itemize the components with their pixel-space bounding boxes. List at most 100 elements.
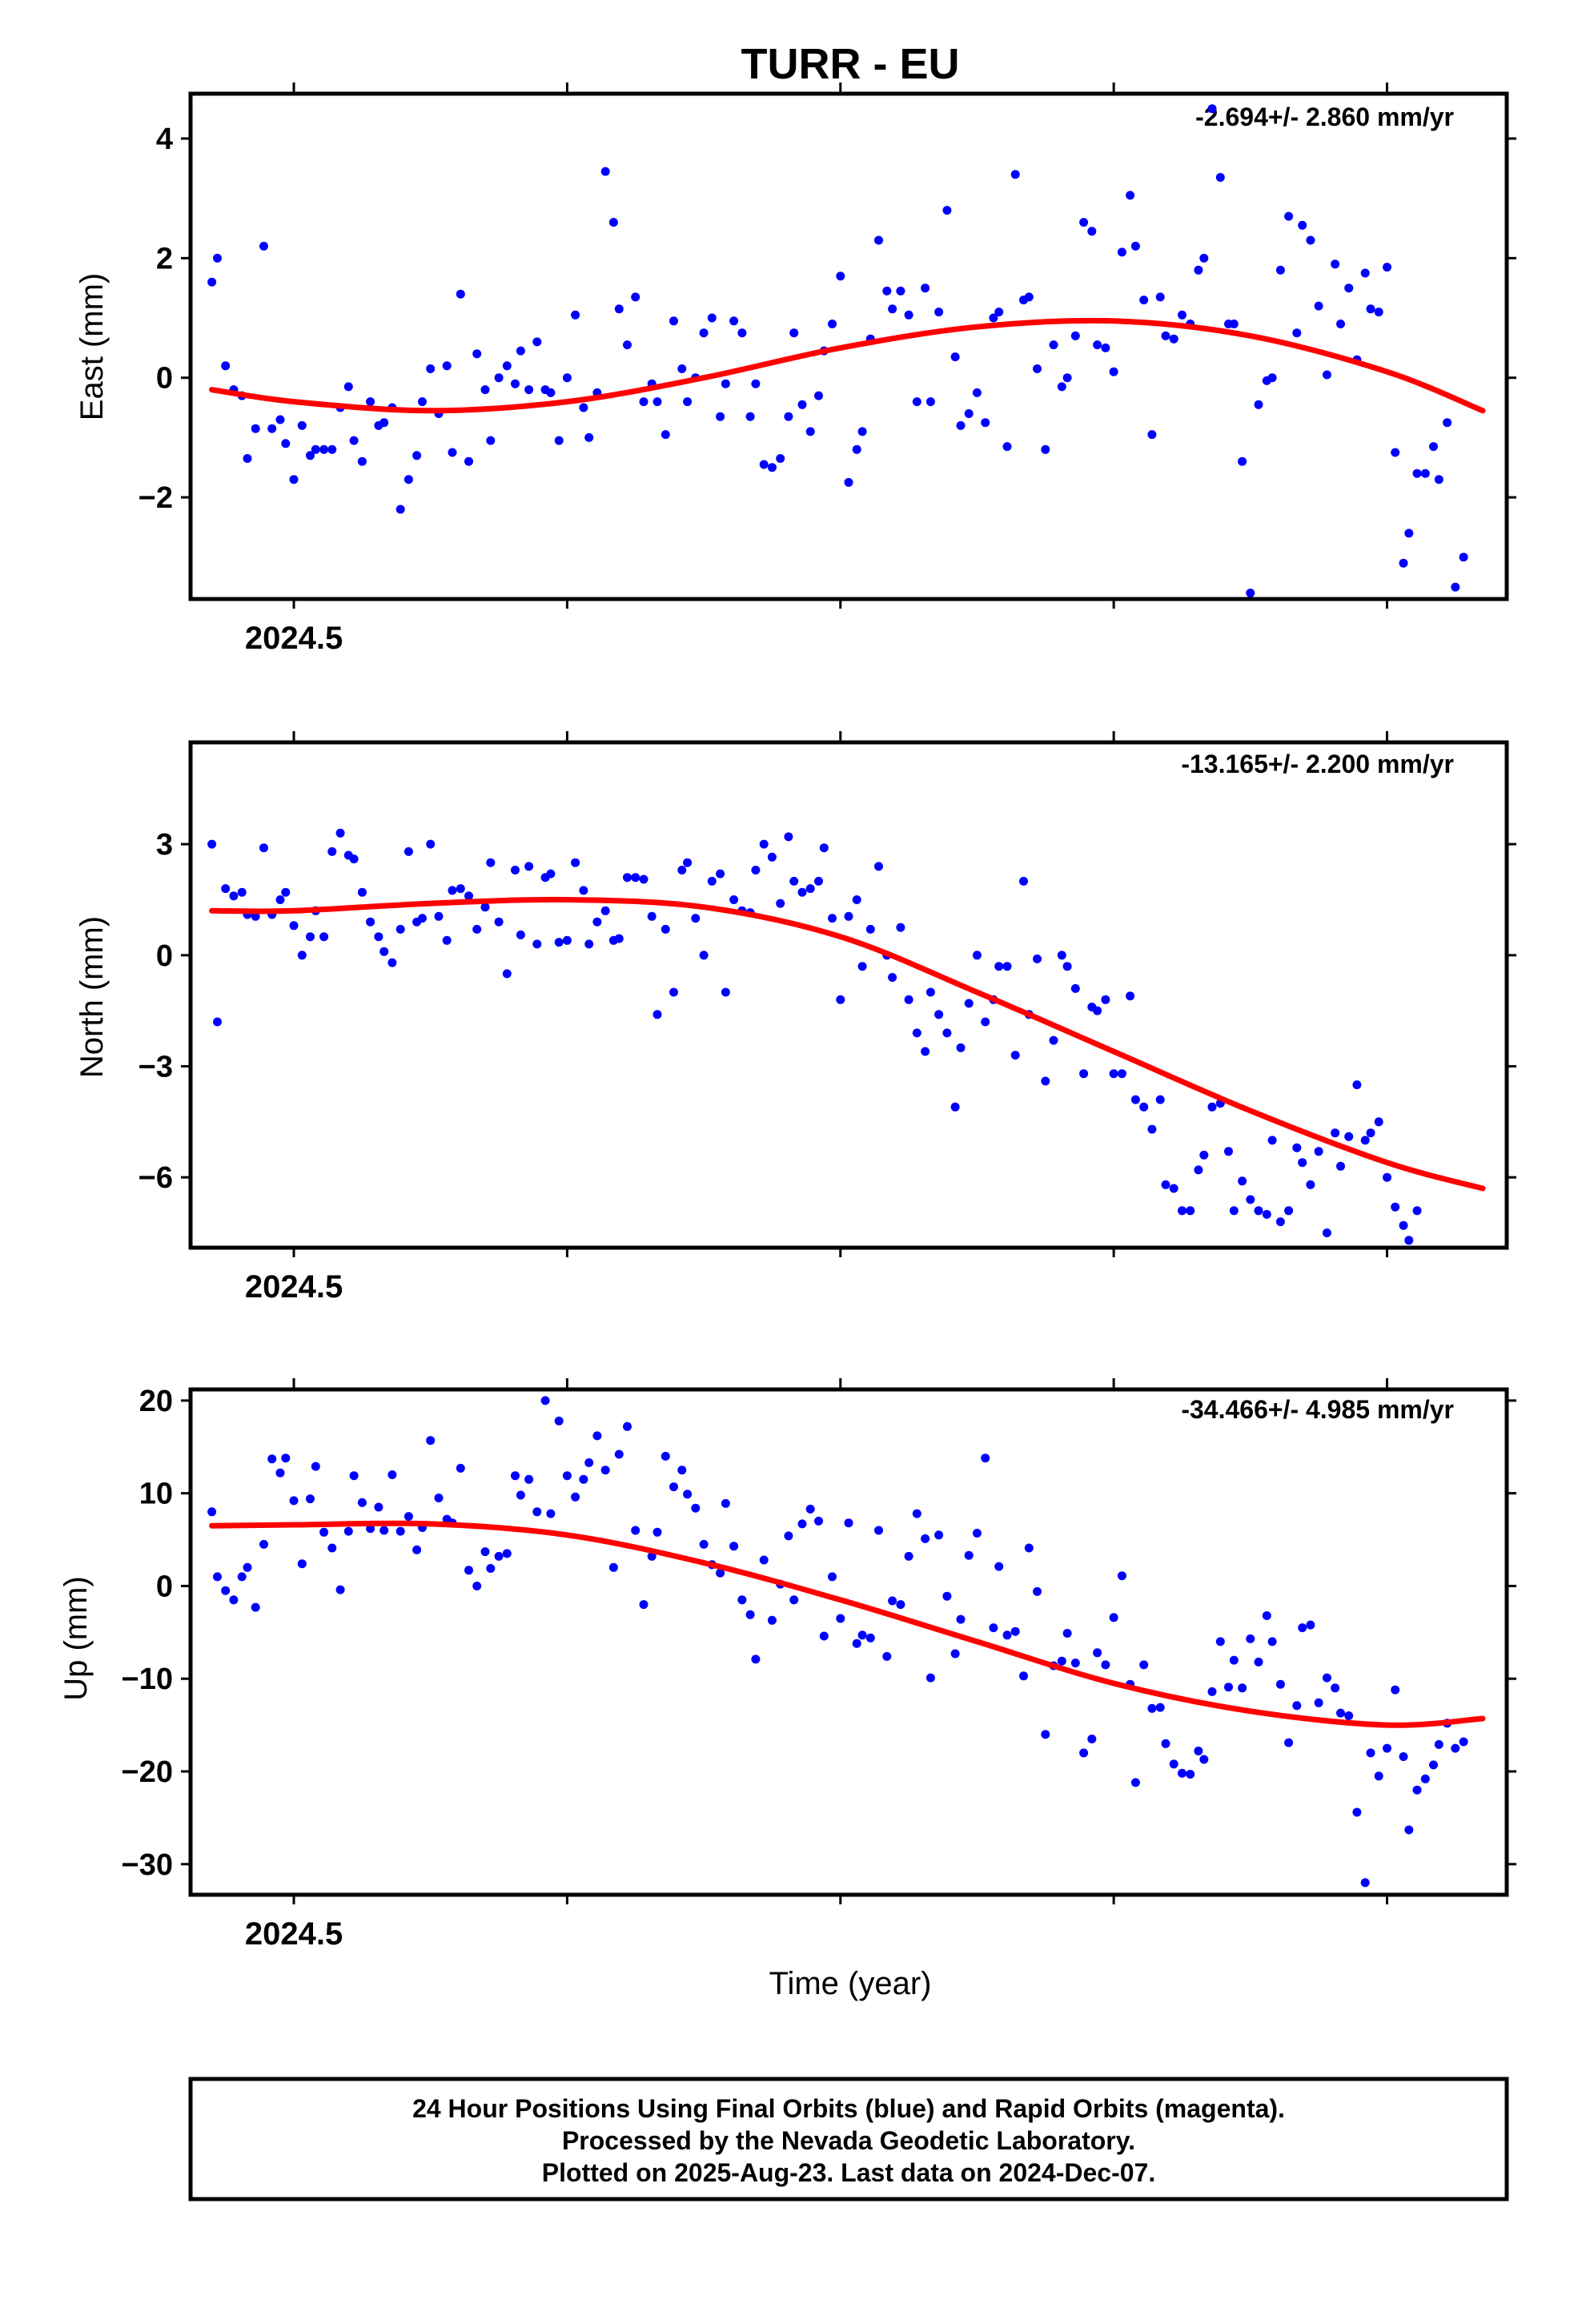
east-data-point bbox=[1207, 104, 1217, 114]
north-data-point bbox=[852, 895, 861, 904]
north-data-point bbox=[950, 1102, 960, 1112]
up-data-point bbox=[737, 1595, 747, 1605]
north-data-point bbox=[1199, 1150, 1209, 1160]
east-data-point bbox=[1093, 340, 1102, 350]
up-data-point bbox=[1041, 1730, 1050, 1739]
north-data-point bbox=[1178, 1206, 1186, 1216]
north-data-point bbox=[1093, 1006, 1102, 1015]
east-data-point bbox=[1194, 265, 1203, 275]
east-data-point bbox=[1459, 553, 1468, 562]
north-data-point bbox=[259, 843, 268, 853]
north-data-point bbox=[275, 895, 285, 904]
east-data-point bbox=[912, 397, 921, 407]
north-data-point bbox=[1070, 983, 1080, 993]
up-data-point bbox=[1238, 1683, 1247, 1693]
up-data-point bbox=[1019, 1671, 1028, 1681]
north-data-point bbox=[1238, 1176, 1247, 1186]
east-data-point bbox=[1366, 304, 1375, 314]
east-data-point bbox=[1033, 364, 1042, 373]
north-data-point bbox=[921, 1047, 930, 1056]
east-data-point bbox=[243, 454, 252, 463]
north-data-point bbox=[805, 884, 815, 894]
north-data-point bbox=[623, 873, 632, 883]
up-data-point bbox=[297, 1559, 307, 1569]
up-data-point bbox=[964, 1550, 974, 1560]
east-data-point bbox=[480, 385, 490, 395]
north-data-point bbox=[631, 873, 640, 883]
east-data-point bbox=[281, 439, 291, 448]
north-data-point bbox=[661, 924, 670, 934]
east-data-point bbox=[1267, 373, 1277, 383]
north-data-point bbox=[502, 969, 512, 979]
up-data-point bbox=[335, 1585, 345, 1594]
north-data-point bbox=[207, 839, 217, 849]
north-data-point bbox=[972, 951, 982, 960]
north-data-point bbox=[1062, 962, 1072, 971]
up-data-point bbox=[1087, 1735, 1097, 1743]
east-data-point bbox=[343, 382, 353, 392]
up-data-point bbox=[1306, 1620, 1315, 1630]
east-data-point bbox=[207, 277, 217, 287]
east-data-point bbox=[1215, 173, 1225, 182]
north-data-point bbox=[1169, 1184, 1178, 1193]
up-data-point bbox=[1161, 1739, 1170, 1748]
north-data-point bbox=[1147, 1124, 1157, 1134]
east-data-point bbox=[1331, 259, 1340, 269]
north-data-point bbox=[683, 858, 693, 867]
up-data-point bbox=[237, 1572, 247, 1582]
north-data-point bbox=[418, 914, 427, 923]
north-data-point bbox=[1033, 954, 1042, 963]
north-data-point bbox=[357, 887, 367, 897]
north-data-point bbox=[1139, 1102, 1149, 1112]
up-data-point bbox=[721, 1498, 730, 1508]
east-data-point bbox=[1049, 340, 1058, 350]
east-data-point bbox=[275, 415, 285, 424]
up-data-point bbox=[243, 1562, 252, 1572]
east-data-point bbox=[1451, 582, 1460, 592]
up-data-point bbox=[1062, 1629, 1072, 1638]
east-data-point bbox=[934, 308, 944, 317]
north-data-point bbox=[1292, 1143, 1302, 1152]
north-data-point bbox=[516, 930, 525, 939]
north-data-point bbox=[562, 935, 572, 945]
north-data-point bbox=[349, 854, 359, 864]
north-data-point bbox=[1331, 1128, 1340, 1138]
east-data-point bbox=[1434, 475, 1443, 485]
up-y-tick-label: 0 bbox=[156, 1570, 173, 1603]
east-data-point bbox=[896, 286, 905, 296]
east-data-point bbox=[1391, 448, 1400, 457]
north-data-point bbox=[1399, 1220, 1408, 1230]
east-data-point bbox=[267, 424, 277, 433]
up-data-point bbox=[472, 1582, 482, 1590]
up-data-point bbox=[896, 1600, 905, 1610]
north-data-point bbox=[721, 987, 730, 997]
east-data-point bbox=[721, 379, 730, 388]
up-data-point bbox=[592, 1431, 602, 1441]
up-data-point bbox=[1429, 1760, 1438, 1770]
up-data-point bbox=[387, 1470, 397, 1479]
up-data-point bbox=[956, 1614, 966, 1624]
north-data-point bbox=[229, 891, 239, 901]
east-data-point bbox=[456, 289, 465, 299]
up-data-point bbox=[994, 1562, 1004, 1571]
up-data-point bbox=[1246, 1634, 1255, 1643]
north-plot-frame bbox=[188, 740, 1509, 1250]
north-y-axis-label: North (mm) bbox=[74, 916, 110, 1078]
east-data-point bbox=[989, 313, 998, 323]
up-data-point bbox=[1194, 1747, 1203, 1755]
east-data-point bbox=[1117, 247, 1126, 257]
up-data-point bbox=[1434, 1739, 1443, 1749]
north-data-point bbox=[494, 917, 504, 927]
east-data-point bbox=[1147, 430, 1157, 440]
north-data-point bbox=[464, 891, 473, 901]
up-data-point bbox=[1079, 1748, 1089, 1758]
north-data-point bbox=[964, 999, 974, 1008]
up-data-point bbox=[1412, 1785, 1422, 1795]
east-data-point bbox=[707, 313, 717, 323]
up-data-point bbox=[934, 1530, 944, 1540]
north-data-point bbox=[1101, 995, 1110, 1004]
north-data-point bbox=[1284, 1206, 1294, 1216]
east-data-point bbox=[1087, 227, 1097, 236]
north-data-point bbox=[994, 962, 1004, 971]
north-data-point bbox=[404, 846, 413, 856]
